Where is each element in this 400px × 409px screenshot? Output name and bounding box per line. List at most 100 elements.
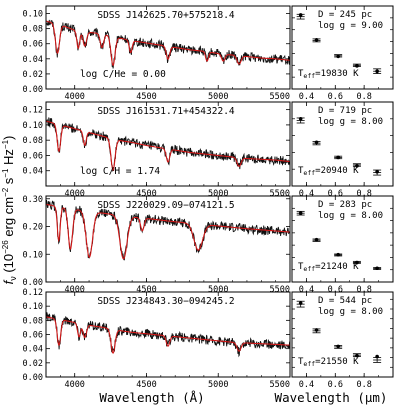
photometry-x-tick-label: 0.8 (356, 189, 371, 199)
photometry-model-point (298, 13, 303, 17)
photometry-teff: Teff=19830 K (298, 69, 359, 80)
spectrum-x-tick-label: 4000 (64, 189, 84, 199)
photometry-x-tick-label: 0.8 (356, 285, 371, 295)
photometry-frame (291, 195, 394, 283)
photometry-model-point (336, 54, 340, 59)
photometry-teff: Teff=21550 K (298, 357, 359, 368)
teff-symbol: T (298, 357, 304, 367)
y-label-exp1: −26 (1, 240, 10, 254)
y-label-nu: ν (8, 276, 18, 281)
spectrum-y-tick-label: 0.08 (23, 316, 43, 326)
y-label-exp4: −1 (1, 139, 10, 149)
spectrum-x-tick-label: 4500 (136, 92, 156, 102)
teff-subscript: eff (303, 72, 315, 80)
spectrum-y-tick-label: 0.10 (23, 302, 43, 312)
teff-subscript: eff (303, 360, 315, 368)
spectrum-y-tick-label: 0.12 (23, 288, 43, 298)
spectrum-x-tick-label: 5000 (208, 380, 228, 390)
photometry-x-tick-label: 0.4 (299, 92, 314, 102)
photometry-x-tick-label: 0.4 (299, 380, 314, 390)
y-label-s: s (1, 177, 16, 188)
teff-subscript: eff (303, 169, 315, 177)
spectrum-title: SDSS J220029.09−074121.5 (97, 200, 234, 211)
photometry-teff: Teff=20940 K (298, 166, 359, 177)
spectrum-frame (45, 5, 291, 90)
spectrum-y-tick-label: 0.06 (23, 151, 43, 161)
photometry-x-tick-label: 0.8 (356, 92, 371, 102)
teff-symbol: T (298, 69, 304, 79)
photometry-model-point (314, 37, 319, 42)
photometry-distance: D = 283 pc (318, 200, 372, 210)
spectrum-y-tick-label: 0.08 (23, 136, 43, 146)
x-axis-label-left: Wavelength (Å) (99, 390, 204, 405)
photometry-x-tick-label: 0.6 (328, 189, 343, 199)
spectrum-x-tick-label: 5000 (208, 285, 228, 295)
spectrum-y-tick-label: 0.06 (23, 40, 43, 50)
photometry-model-point (355, 353, 359, 358)
teff-value: =21240 K (315, 262, 359, 272)
photometry-log-g: log g = 9.00 (318, 21, 383, 31)
spectrum-y-tick-label: 0.12 (23, 106, 43, 116)
y-label-close: ) (1, 136, 16, 140)
photometry-x-tick-label: 0.6 (328, 380, 343, 390)
teff-symbol: T (298, 166, 304, 176)
model-spectrum-line (46, 120, 290, 172)
spectrum-x-tick-label: 5500 (270, 380, 290, 390)
y-label-exp2: −2 (1, 187, 10, 197)
photometry-model-point (336, 252, 340, 257)
spectrum-y-tick-label: 0.04 (23, 167, 43, 177)
spectrum-y-tick-label: 0.02 (23, 70, 43, 80)
photometry-x-tick-label: 0.6 (328, 92, 343, 102)
photometry-model-point (336, 155, 340, 160)
y-label-rest: erg cm (1, 197, 16, 240)
photometry-model-point (298, 301, 303, 305)
spectrum-x-tick-label: 4000 (64, 92, 84, 102)
model-spectrum-line (46, 316, 290, 354)
spectrum-frame (45, 101, 291, 187)
model-spectrum-line (46, 20, 290, 67)
photometry-frame (291, 101, 394, 187)
photometry-model-point (314, 237, 319, 242)
spectrum-y-tick-label: 0.10 (23, 10, 43, 20)
panels: 4000 4500 5000 5500 0.00 0.02 0.04 0.06 0.08 0.10… (23, 5, 394, 390)
y-label-f: f (1, 279, 16, 284)
photometry-model-point (336, 344, 340, 349)
photometry-model-point (375, 354, 379, 359)
teff-value: =19830 K (315, 69, 359, 79)
teff-symbol: T (298, 262, 304, 272)
spectrum-x-tick-label: 5500 (270, 189, 290, 199)
y-axis-label: fν (10−26 erg cm−2 s−1 Hz−1) (1, 136, 18, 285)
spectrum-x-tick-label: 5500 (270, 92, 290, 102)
y-label-main: (10 (1, 254, 16, 276)
x-axis-label-right: Wavelength (μm) (275, 390, 388, 405)
spectrum-y-tick-label: 0.08 (23, 25, 43, 35)
y-label-exp3: −1 (1, 168, 10, 178)
spectrum-x-tick-label: 5000 (208, 189, 228, 199)
photometry-model-point (375, 266, 379, 271)
spectrum-x-tick-label: 4500 (136, 189, 156, 199)
photometry-model-point (298, 117, 303, 121)
spectrum-x-tick-label: 5000 (208, 92, 228, 102)
spectrum-panel-1: 4000 4500 5000 5500 0.00 0.02 0.04 0.06 0.08 0.10… (23, 5, 291, 102)
photometry-model-point (298, 211, 303, 215)
photometry-distance: D = 719 pc (318, 106, 372, 116)
photometry-frame (291, 291, 394, 378)
spectrum-x-tick-label: 4000 (64, 285, 84, 295)
photometry-log-g: log g = 8.00 (318, 117, 383, 127)
photometry-model-point (355, 64, 359, 68)
spectrum-y-tick-label: 0.30 (23, 195, 43, 205)
spectrum-title: SDSS J234843.30−094245.2 (97, 296, 234, 307)
photometry-model-point (314, 328, 319, 332)
photometry-x-tick-label: 0.8 (356, 380, 371, 390)
teff-subscript: eff (303, 265, 315, 273)
spectrum-annotation: log C/He = 0.00 (80, 69, 166, 80)
spectrum-x-tick-label: 4500 (136, 285, 156, 295)
photometry-log-g: log g = 8.00 (318, 211, 383, 221)
spectrum-x-tick-label: 4000 (64, 380, 84, 390)
photometry-x-tick-label: 0.6 (328, 285, 343, 295)
photometry-model-point (355, 164, 359, 168)
